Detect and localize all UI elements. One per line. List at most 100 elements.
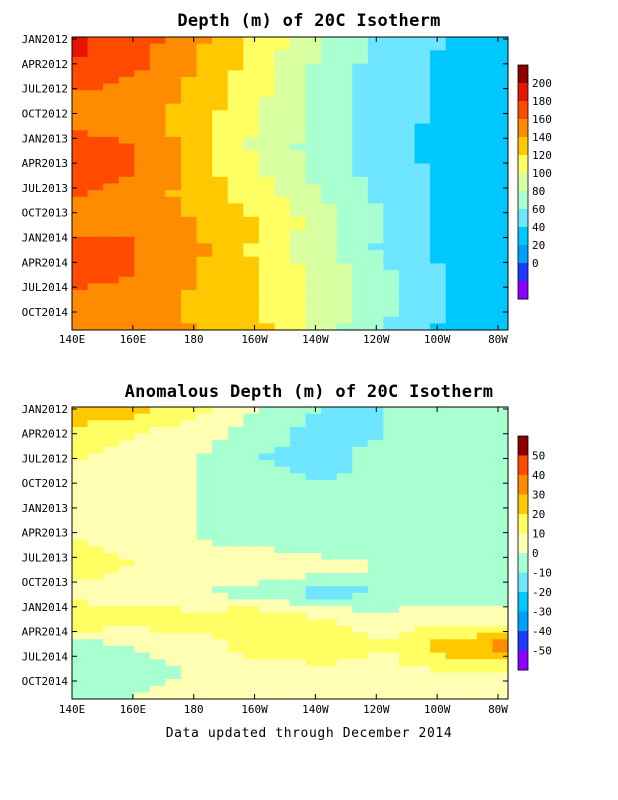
heatmap-cell — [258, 572, 276, 581]
heatmap-cell — [399, 170, 416, 178]
heatmap-cell — [72, 216, 89, 225]
heatmap-cell — [399, 460, 416, 468]
heatmap-cell — [461, 460, 478, 468]
heatmap-cell — [383, 70, 400, 78]
heatmap-cell — [149, 170, 167, 178]
heatmap-cell — [461, 130, 478, 138]
colorbar-label: 60 — [532, 203, 545, 216]
heatmap-cell — [118, 276, 135, 284]
heatmap-cell — [383, 90, 400, 98]
heatmap-cell — [72, 296, 89, 304]
heatmap-cell — [72, 486, 89, 494]
heatmap-cell — [258, 553, 276, 561]
heatmap-cell — [196, 310, 213, 318]
heatmap-cell — [399, 230, 416, 238]
heatmap-cell — [492, 210, 508, 218]
heatmap-cell — [414, 466, 431, 474]
heatmap-cell — [72, 236, 89, 245]
heatmap-cell — [383, 407, 400, 415]
heatmap-cell — [165, 123, 182, 131]
heatmap-cell — [430, 303, 447, 311]
heatmap-cell — [72, 466, 89, 474]
heatmap-cell — [103, 553, 120, 561]
heatmap-cell — [72, 136, 89, 145]
heatmap-cell — [352, 243, 369, 251]
heatmap-cell — [352, 493, 369, 501]
heatmap-cell — [72, 533, 89, 541]
heatmap-cell — [149, 453, 167, 461]
heatmap-cell — [399, 566, 416, 574]
heatmap-cell — [181, 426, 198, 435]
heatmap-cell — [305, 606, 322, 614]
heatmap-cell — [492, 303, 508, 311]
heatmap-cell — [134, 230, 151, 238]
heatmap-cell — [492, 236, 508, 245]
heatmap-cell — [290, 606, 307, 614]
heatmap-cell — [72, 652, 89, 660]
heatmap-cell — [445, 143, 462, 151]
heatmap-cell — [196, 592, 213, 601]
heatmap-cell — [87, 103, 104, 111]
heatmap-cell — [134, 190, 151, 198]
heatmap-cell — [258, 250, 276, 258]
heatmap-cell — [321, 652, 338, 660]
heatmap-cell — [118, 513, 135, 521]
heatmap-cell — [181, 460, 198, 468]
heatmap-cell — [492, 243, 508, 251]
heatmap-cell — [165, 612, 182, 620]
heatmap-cell — [258, 170, 276, 178]
heatmap-cell — [149, 546, 167, 554]
heatmap-cell — [414, 270, 431, 278]
heatmap-cell — [118, 243, 135, 251]
heatmap-cell — [445, 230, 462, 238]
heatmap-cell — [352, 190, 369, 198]
heatmap-cell — [165, 183, 182, 191]
heatmap-cell — [212, 316, 229, 324]
heatmap-cell — [181, 170, 198, 178]
heatmap-cell — [118, 493, 135, 501]
heatmap-cell — [196, 190, 213, 198]
heatmap-cell — [212, 579, 229, 587]
heatmap-cell — [352, 460, 369, 468]
heatmap-cell — [149, 283, 167, 291]
heatmap-cell — [399, 672, 416, 680]
heatmap-cell — [305, 230, 322, 238]
heatmap-cell — [461, 150, 478, 158]
heatmap-cell — [72, 433, 89, 441]
heatmap-cell — [118, 310, 135, 318]
heatmap-cell — [258, 110, 276, 118]
heatmap-cell — [212, 183, 229, 191]
heatmap-cell — [165, 407, 182, 415]
heatmap-cell — [103, 203, 120, 211]
heatmap-cell — [290, 645, 307, 654]
heatmap-cell — [414, 619, 431, 627]
heatmap-cell — [212, 407, 229, 415]
heatmap-cell — [290, 685, 307, 693]
heatmap-cell — [492, 453, 508, 461]
heatmap-cell — [321, 296, 338, 304]
y-tick-label: APR2012 — [22, 58, 68, 71]
heatmap-cell — [492, 626, 508, 634]
heatmap-cell — [165, 566, 182, 574]
heatmap-cell — [399, 323, 416, 330]
heatmap-cell — [321, 639, 338, 647]
heatmap-cell — [399, 296, 416, 304]
heatmap-cell — [72, 110, 89, 118]
heatmap-cell — [181, 90, 198, 98]
heatmap-cell — [134, 440, 151, 448]
heatmap-cell — [352, 170, 369, 178]
heatmap-cell — [321, 559, 338, 567]
heatmap-cell — [72, 256, 89, 265]
heatmap-cell — [445, 652, 462, 660]
heatmap-cell — [461, 533, 478, 541]
heatmap-cell — [383, 513, 400, 521]
heatmap-cell — [336, 619, 353, 627]
heatmap-cell — [274, 283, 291, 291]
heatmap-cell — [72, 446, 89, 455]
heatmap-cell — [196, 250, 213, 258]
heatmap-cell — [103, 632, 120, 640]
heatmap-cell — [72, 230, 89, 238]
heatmap-cell — [134, 210, 151, 218]
heatmap-cell — [305, 619, 322, 627]
heatmap-cell — [414, 426, 431, 435]
